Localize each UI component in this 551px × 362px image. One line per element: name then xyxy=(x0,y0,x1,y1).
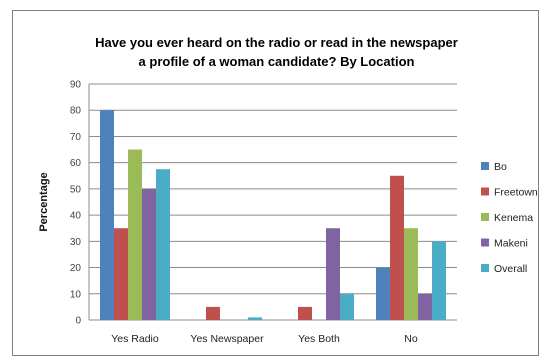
y-tick-label: 40 xyxy=(70,211,82,222)
bar-overall xyxy=(340,293,354,320)
legend-label-bo: Bo xyxy=(494,161,507,173)
bar-makeni xyxy=(418,293,432,320)
x-category-label: No xyxy=(404,333,418,345)
legend-label-makeni: Makeni xyxy=(494,238,528,250)
chart-plot: 0 10 20 30 40 50 60 70 80 90 Percentage Yes Radio Ye… xyxy=(38,80,538,346)
legend-swatch-freetown xyxy=(481,187,489,196)
bar-freetown xyxy=(390,175,404,320)
chart-frame: Have you ever heard on the radio or read… xyxy=(12,10,539,356)
legend-swatch-bo xyxy=(481,162,489,170)
chart-title-line-1: Have you ever heard on the radio or read… xyxy=(95,35,458,50)
bar-bo xyxy=(100,110,114,320)
y-tick-label: 30 xyxy=(70,237,82,248)
bar-freetown xyxy=(114,228,128,320)
x-category-label: Yes Both xyxy=(298,333,340,345)
bar-makeni xyxy=(326,228,340,320)
y-tick-label: 20 xyxy=(70,263,82,274)
y-tick-label: 10 xyxy=(70,289,82,300)
y-tick-label: 50 xyxy=(70,184,82,195)
bar-freetown xyxy=(206,306,220,320)
x-category-label: Yes Newspaper xyxy=(190,333,264,345)
x-category-label: Yes Radio xyxy=(111,333,159,345)
bar-overall xyxy=(248,317,262,320)
chart-title-line-2: a profile of a woman candidate? By Locat… xyxy=(138,54,415,69)
bar-overall xyxy=(156,169,170,320)
legend-swatch-overall xyxy=(481,264,489,272)
y-tick-label: 0 xyxy=(75,316,81,327)
legend-swatch-makeni xyxy=(481,238,489,247)
y-tick-label: 90 xyxy=(70,80,82,91)
bar-kenema xyxy=(128,149,142,320)
legend-swatch-kenema xyxy=(481,213,489,221)
bar-kenema xyxy=(404,228,418,320)
chart-title: Have you ever heard on the radio or read… xyxy=(13,33,540,71)
bar-makeni xyxy=(142,188,156,320)
bar-freetown xyxy=(298,306,312,320)
y-axis-title: Percentage xyxy=(38,172,50,231)
y-tick-label: 80 xyxy=(70,106,82,117)
bar-overall xyxy=(432,241,446,320)
bar-bo xyxy=(376,267,390,320)
legend-label-freetown: Freetown xyxy=(494,187,538,199)
y-tick-label: 70 xyxy=(70,132,82,143)
legend-label-kenema: Kenema xyxy=(494,212,533,224)
legend-label-overall: Overall xyxy=(494,263,527,275)
y-tick-label: 60 xyxy=(70,158,82,169)
